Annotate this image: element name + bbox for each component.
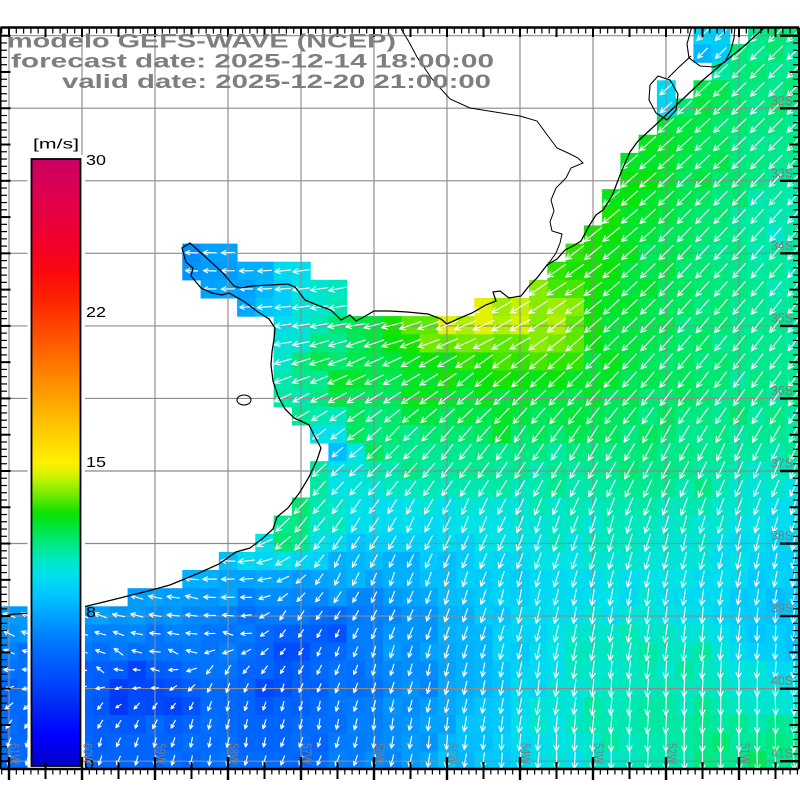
svg-text:32S: 32S: [771, 94, 793, 108]
svg-text:36S: 36S: [771, 384, 793, 398]
svg-text:37S: 37S: [771, 457, 793, 471]
svg-text:59W: 59W: [154, 743, 168, 764]
svg-text:60W: 60W: [81, 743, 95, 764]
svg-text:modelo GEFS-WAVE (NCEP): modelo GEFS-WAVE (NCEP): [7, 31, 396, 53]
svg-text:15: 15: [86, 455, 106, 471]
svg-text:[m/s]: [m/s]: [33, 136, 79, 152]
svg-text:52W: 52W: [665, 743, 679, 764]
svg-text:55W: 55W: [446, 743, 460, 764]
svg-text:forecast date: 2025-12-14 18:0: forecast date: 2025-12-14 18:00:00: [11, 51, 494, 73]
svg-text:57W: 57W: [300, 743, 314, 764]
svg-text:valid date: 2025-12-20 21:00:0: valid date: 2025-12-20 21:00:00: [62, 71, 491, 93]
svg-text:39S: 39S: [771, 602, 793, 616]
svg-text:30: 30: [86, 153, 106, 169]
svg-text:33S: 33S: [771, 166, 793, 180]
svg-text:61W: 61W: [8, 743, 22, 764]
svg-text:54W: 54W: [519, 743, 533, 764]
svg-text:53W: 53W: [592, 743, 606, 764]
svg-text:41S: 41S: [771, 747, 793, 761]
svg-text:51W: 51W: [738, 743, 752, 764]
svg-text:35S: 35S: [771, 311, 793, 325]
svg-text:56W: 56W: [373, 743, 387, 764]
svg-text:22: 22: [86, 305, 106, 321]
svg-text:40S: 40S: [771, 674, 793, 688]
svg-text:8: 8: [86, 605, 96, 621]
svg-text:58W: 58W: [227, 743, 241, 764]
svg-text:38S: 38S: [771, 529, 793, 543]
svg-text:34S: 34S: [771, 239, 793, 253]
